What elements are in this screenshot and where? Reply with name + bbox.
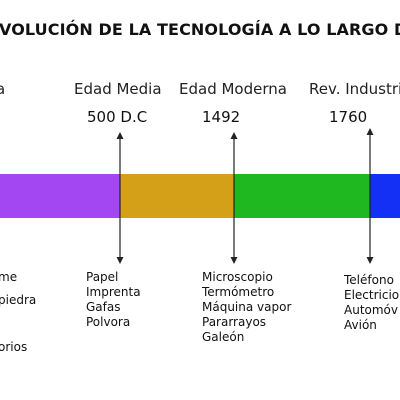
era-name-industrial-revolution: Rev. Industri	[309, 80, 400, 98]
list-item: Avión	[344, 318, 377, 332]
list-item: Imprenta	[86, 285, 141, 299]
era-name-modern-age: Edad Moderna	[179, 80, 287, 98]
timeline-band-modern-age	[234, 174, 370, 218]
list-item: Microscopio	[202, 270, 273, 284]
items-middle-ages: Papel Imprenta Gafas Polvora	[86, 270, 141, 330]
list-item: me	[0, 270, 18, 284]
boundary-arrow-1492	[230, 132, 238, 264]
list-item: Gafas	[86, 300, 121, 314]
era-name-prehistory: a	[0, 80, 6, 98]
list-item: Electricio	[344, 288, 400, 302]
diagram-title: EVOLUCIÓN DE LA TECNOLOGÍA A LO LARGO DE	[0, 20, 400, 39]
boundary-arrow-1760	[366, 128, 374, 264]
timeline-band-prehistory	[0, 174, 120, 218]
list-item: orios	[0, 340, 28, 354]
list-item: Teléfono	[344, 273, 394, 287]
timeline-band-industrial-revolution	[370, 174, 400, 218]
timeline-band-middle-ages	[120, 174, 234, 218]
list-item	[0, 308, 36, 323]
era-name-middle-ages: Edad Media	[74, 80, 162, 98]
list-item: Máquina vapor	[202, 300, 292, 314]
list-item: Papel	[86, 270, 119, 284]
list-item: Termómetro	[202, 285, 275, 299]
list-item: Galeón	[202, 330, 245, 344]
list-item: piedra	[0, 293, 37, 307]
items-industrial-revolution: Teléfono Electricio Automóv Avión	[344, 273, 399, 333]
era-year-industrial-revolution: 1760	[329, 108, 368, 126]
list-item: Polvora	[86, 315, 131, 329]
era-year-middle-ages: 500 D.C	[87, 108, 148, 126]
items-modern-age: Microscopio Termómetro Máquina vapor Par…	[202, 270, 291, 345]
list-item: Automóv	[344, 303, 398, 317]
list-item: Pararrayos	[202, 315, 267, 329]
boundary-arrow-500	[116, 132, 124, 264]
era-year-modern-age: 1492	[202, 108, 241, 126]
items-prehistory: me piedra orios	[0, 270, 36, 355]
